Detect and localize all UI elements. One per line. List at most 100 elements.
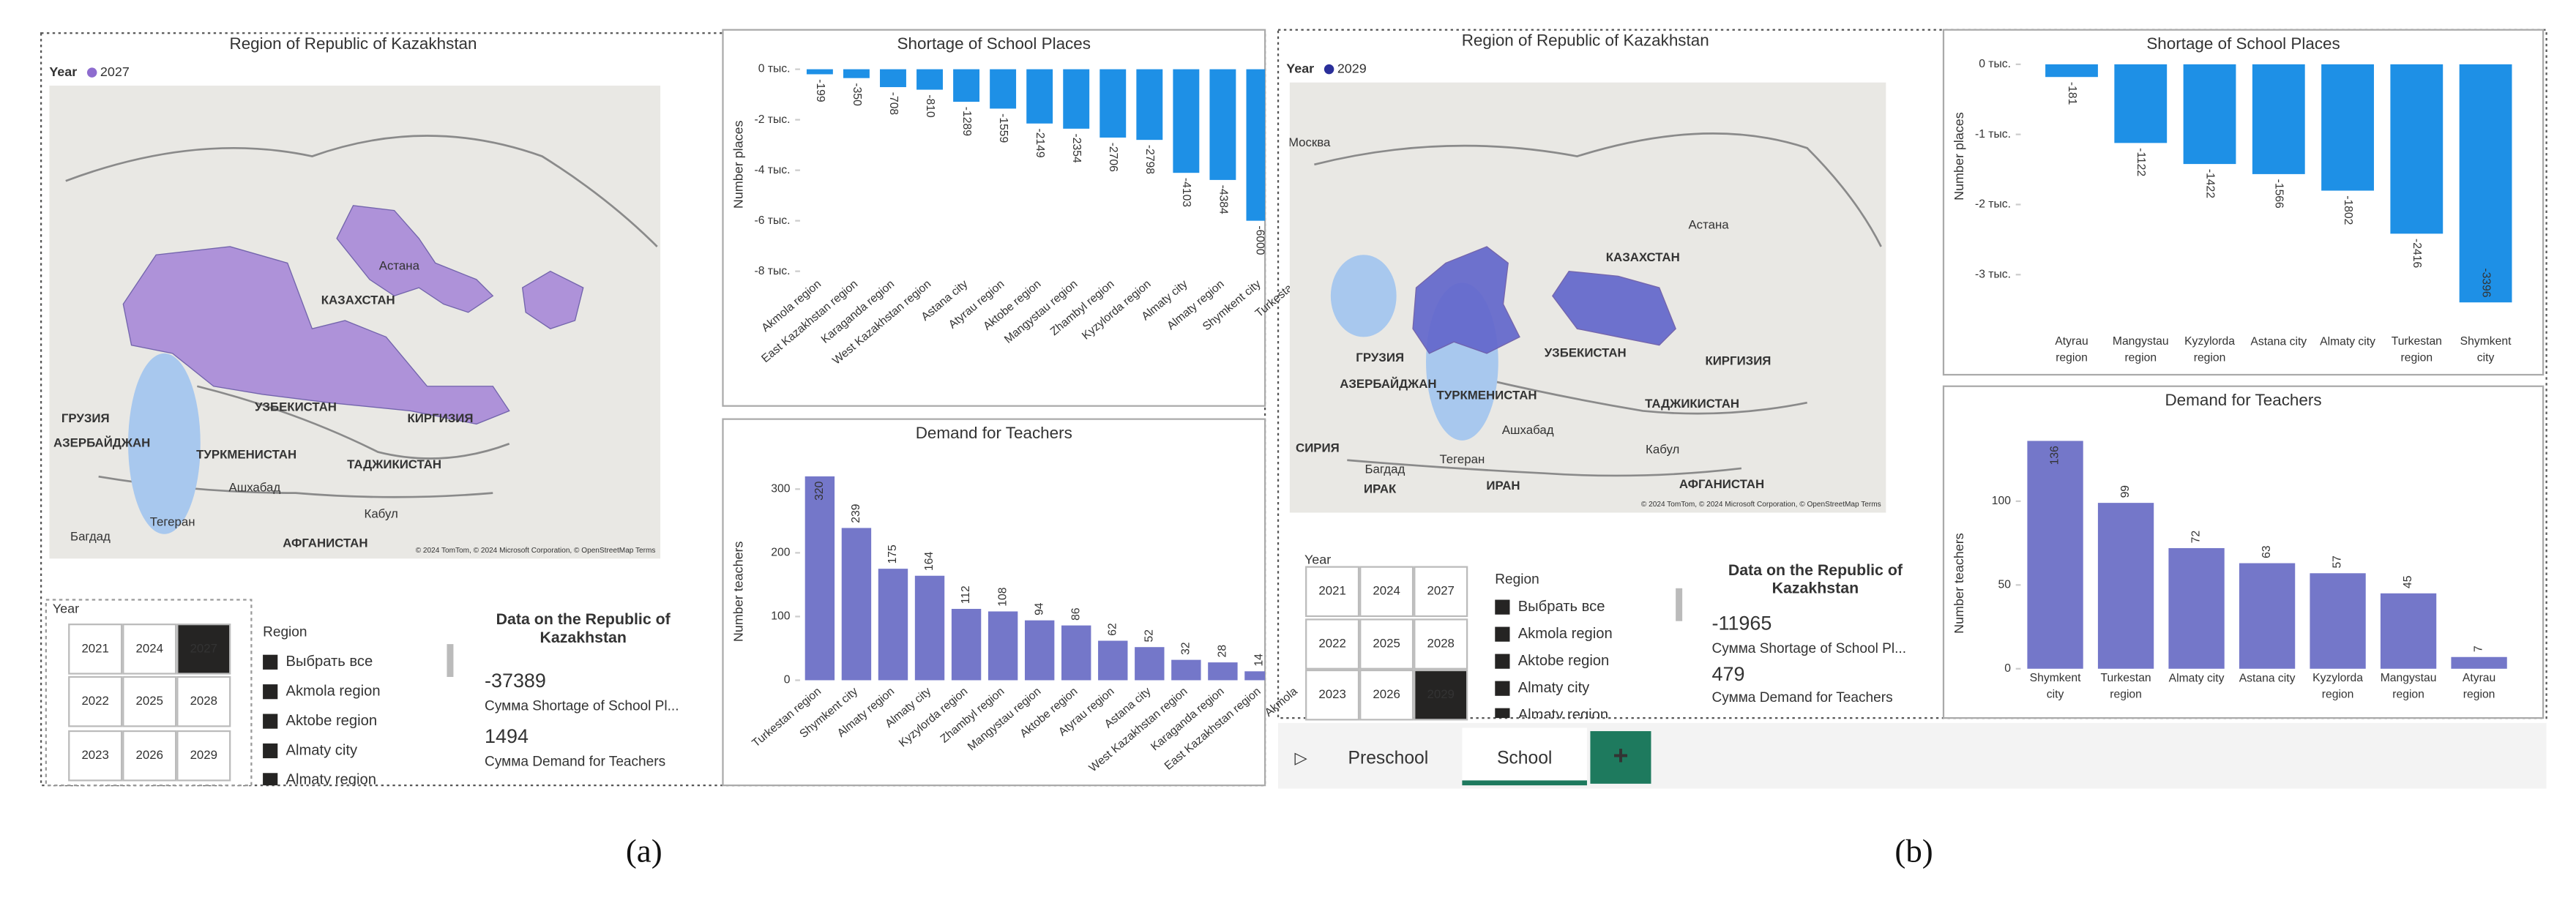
bar[interactable] xyxy=(2321,64,2374,191)
bar[interactable] xyxy=(1246,69,1272,221)
bar[interactable] xyxy=(2168,547,2225,669)
bar[interactable] xyxy=(916,69,943,90)
year-button[interactable] xyxy=(1305,669,1360,721)
checkbox[interactable] xyxy=(263,743,278,759)
year-button-label[interactable]: 2029 xyxy=(1427,687,1454,701)
year-button-label[interactable]: 2029 xyxy=(190,748,217,762)
bar[interactable] xyxy=(2451,656,2507,669)
year-button[interactable] xyxy=(1305,566,1360,618)
year-button[interactable] xyxy=(1359,566,1414,618)
year-button[interactable] xyxy=(1414,618,1468,670)
bar[interactable] xyxy=(1171,659,1201,681)
year-button-label[interactable]: 2023 xyxy=(81,748,108,762)
year-button[interactable] xyxy=(122,624,177,675)
add-tab-label[interactable]: + xyxy=(1613,741,1628,770)
year-button-label[interactable]: 2028 xyxy=(1427,637,1454,651)
year-button[interactable] xyxy=(1414,669,1468,721)
year-button[interactable] xyxy=(68,675,123,727)
year-button[interactable] xyxy=(68,730,123,782)
year-button[interactable] xyxy=(1359,669,1414,721)
year-button-label[interactable]: 2021 xyxy=(1318,584,1345,598)
bar[interactable] xyxy=(2310,573,2366,669)
bar[interactable] xyxy=(2380,593,2437,669)
year-button-label[interactable]: 2026 xyxy=(136,748,163,762)
year-button-label[interactable]: 2022 xyxy=(81,694,108,708)
bar[interactable] xyxy=(1026,69,1053,124)
bar[interactable] xyxy=(2097,503,2154,669)
bar[interactable] xyxy=(880,69,906,88)
year-button-label[interactable]: 2028 xyxy=(190,694,217,708)
tab[interactable]: School xyxy=(1497,749,1552,768)
bar[interactable] xyxy=(2114,64,2168,143)
year-button-label[interactable]: 2025 xyxy=(136,694,163,708)
bar[interactable] xyxy=(1100,69,1127,138)
bar[interactable] xyxy=(1209,69,1236,180)
tab[interactable]: Preschool xyxy=(1348,749,1429,768)
region-item[interactable]: Akmola region xyxy=(1518,626,1613,642)
bar[interactable] xyxy=(1063,69,1090,129)
year-button-label[interactable]: 2023 xyxy=(1318,687,1345,701)
bar[interactable] xyxy=(1098,640,1128,681)
year-button-label[interactable]: 2024 xyxy=(1373,584,1400,598)
bar[interactable] xyxy=(1135,647,1165,681)
year-button-label[interactable]: 2024 xyxy=(136,641,163,655)
map-region[interactable] xyxy=(1412,246,1520,354)
bar[interactable] xyxy=(988,611,1018,681)
bar[interactable] xyxy=(1024,620,1055,681)
region-item[interactable]: Almaty region xyxy=(1518,707,1608,723)
bar[interactable] xyxy=(2390,64,2444,234)
bar[interactable] xyxy=(804,476,835,681)
bar[interactable] xyxy=(2252,64,2305,174)
region-item[interactable]: Выбрать все xyxy=(286,654,373,670)
year-button[interactable] xyxy=(1305,618,1360,670)
checkbox[interactable] xyxy=(1495,599,1510,615)
year-button[interactable] xyxy=(68,624,123,675)
map-region[interactable] xyxy=(1552,270,1676,346)
year-button-label[interactable]: 2022 xyxy=(1318,637,1345,651)
year-button[interactable] xyxy=(176,675,231,727)
year-button[interactable] xyxy=(176,730,231,782)
region-item[interactable]: Akmola region xyxy=(286,684,381,700)
bar[interactable] xyxy=(878,569,908,681)
region-item[interactable]: Almaty region xyxy=(286,772,376,788)
checkbox[interactable] xyxy=(1495,708,1510,723)
checkbox[interactable] xyxy=(263,773,278,787)
bar[interactable] xyxy=(1208,662,1238,681)
map-region[interactable] xyxy=(336,205,494,313)
bar[interactable] xyxy=(953,69,980,102)
year-button-label[interactable]: 2021 xyxy=(81,641,108,655)
bar[interactable] xyxy=(1244,671,1274,681)
year-button-label[interactable]: 2025 xyxy=(1373,637,1400,651)
bar[interactable] xyxy=(2183,64,2236,165)
checkbox[interactable] xyxy=(263,684,278,700)
add-tab-button[interactable] xyxy=(1590,731,1651,784)
bar[interactable] xyxy=(2239,563,2296,669)
bar[interactable] xyxy=(2045,64,2098,78)
bar[interactable] xyxy=(1136,69,1163,141)
bar[interactable] xyxy=(914,575,945,681)
year-button[interactable] xyxy=(176,624,231,675)
map-region[interactable] xyxy=(521,270,584,329)
bar[interactable] xyxy=(843,69,870,78)
checkbox[interactable] xyxy=(1495,654,1510,669)
year-button[interactable] xyxy=(1414,566,1468,618)
bar[interactable] xyxy=(841,528,872,681)
bar[interactable] xyxy=(1061,625,1091,681)
year-button-label[interactable]: 2027 xyxy=(1427,584,1454,598)
checkbox[interactable] xyxy=(263,714,278,729)
checkbox[interactable] xyxy=(1495,681,1510,696)
region-item[interactable]: Aktobe region xyxy=(286,713,378,729)
bar[interactable] xyxy=(806,69,833,75)
region-item[interactable]: Almaty city xyxy=(286,742,358,758)
bar[interactable] xyxy=(1173,69,1200,173)
year-button[interactable] xyxy=(1359,618,1414,670)
region-item[interactable]: Выбрать все xyxy=(1518,599,1605,615)
region-item[interactable]: Aktobe region xyxy=(1518,653,1610,669)
map-region[interactable] xyxy=(122,246,510,425)
year-button[interactable] xyxy=(122,675,177,727)
checkbox[interactable] xyxy=(263,654,278,670)
bar[interactable] xyxy=(990,69,1017,109)
year-button-label[interactable]: 2026 xyxy=(1373,687,1400,701)
bar[interactable] xyxy=(2027,441,2083,669)
year-button-label[interactable]: 2027 xyxy=(190,641,217,655)
